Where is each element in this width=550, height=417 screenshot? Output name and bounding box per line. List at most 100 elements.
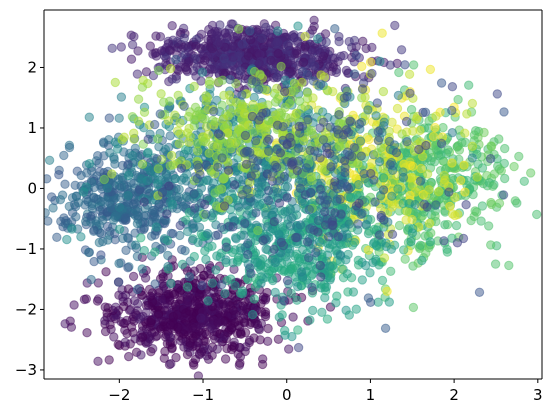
scatter-point: [390, 20, 400, 31]
scatter-point: [257, 33, 267, 44]
scatter-point: [264, 146, 274, 157]
scatter-point: [14, 207, 22, 215]
scatter-point: [306, 172, 316, 182]
scatter-point: [132, 251, 143, 262]
scatter-point: [160, 346, 170, 357]
scatter-point: [255, 69, 265, 79]
scatter-point: [218, 299, 228, 309]
scatter-point: [255, 200, 265, 210]
scatter-point: [293, 325, 303, 335]
scatter-point: [258, 235, 268, 246]
scatter-point: [393, 90, 404, 101]
scatter-point: [190, 203, 200, 213]
scatter-point: [219, 201, 230, 211]
scatter-point: [131, 240, 141, 250]
scatter-point: [304, 204, 314, 215]
scatter-point: [289, 86, 299, 96]
scatter-point: [174, 192, 184, 202]
scatter-point: [129, 31, 139, 42]
scatter-point: [484, 221, 494, 231]
scatter-point: [93, 151, 103, 161]
scatter-point: [237, 190, 248, 200]
scatter-point: [118, 233, 128, 244]
scatter-point: [416, 163, 426, 174]
scatter-point: [89, 182, 100, 193]
scatter-point: [349, 69, 360, 79]
scatter-point: [228, 41, 238, 51]
scatter-point: [124, 351, 134, 362]
scatter-point: [82, 328, 92, 338]
scatter-point: [321, 37, 331, 47]
scatter-point: [270, 257, 280, 268]
scatter-point: [226, 108, 236, 118]
scatter-point: [150, 119, 160, 130]
scatter-point: [358, 78, 369, 88]
scatter-point: [396, 45, 407, 55]
scatter-point: [211, 30, 222, 40]
scatter-point: [494, 164, 505, 174]
scatter-point: [407, 172, 417, 183]
scatter-point: [270, 97, 281, 107]
scatter-point: [424, 218, 435, 229]
scatter-point: [134, 314, 144, 324]
scatter-point: [322, 195, 333, 205]
scatter-point: [406, 236, 416, 247]
scatter-point: [254, 58, 264, 69]
scatter-point: [263, 186, 274, 196]
scatter-point: [114, 258, 124, 269]
scatter-point: [114, 224, 125, 235]
scatter-point: [133, 94, 144, 104]
scatter-point: [368, 257, 378, 268]
scatter-point: [378, 185, 389, 195]
scatter-point: [345, 116, 355, 126]
scatter-point: [207, 350, 217, 360]
scatter-point: [316, 272, 326, 282]
scatter-point: [302, 93, 313, 104]
scatter-point: [26, 149, 34, 157]
scatter-point: [299, 136, 309, 146]
scatter-point: [197, 109, 207, 120]
scatter-point: [334, 110, 344, 120]
scatter-point: [163, 289, 174, 299]
scatter-point: [453, 94, 463, 105]
scatter-point: [102, 183, 113, 193]
x-tick-label: −1: [192, 386, 214, 404]
scatter-point: [330, 53, 340, 63]
scatter-point: [451, 220, 462, 231]
scatter-point: [364, 134, 374, 145]
scatter-point: [166, 359, 176, 369]
scatter-point: [357, 275, 367, 285]
scatter-point: [247, 309, 258, 320]
scatter-point: [430, 122, 440, 133]
scatter-point: [113, 277, 124, 287]
scatter-point: [249, 127, 259, 137]
scatter-point: [402, 137, 412, 147]
scatter-point: [114, 113, 124, 123]
scatter-point: [420, 191, 431, 201]
scatter-point: [399, 159, 409, 169]
scatter-point: [207, 278, 218, 288]
scatter-point: [386, 244, 397, 255]
scatter-point: [110, 77, 121, 88]
scatter-point: [318, 117, 329, 127]
scatter-point: [165, 63, 176, 74]
scatter-point: [79, 294, 90, 305]
scatter-point: [137, 264, 147, 274]
scatter-point: [211, 292, 221, 302]
scatter-point: [214, 185, 224, 195]
scatter-point: [320, 29, 331, 39]
scatter-point: [179, 33, 190, 43]
scatter-point: [171, 74, 182, 84]
scatter-point: [189, 115, 199, 125]
scatter-point: [280, 75, 290, 86]
scatter-point: [351, 50, 361, 61]
scatter-point: [191, 322, 201, 333]
scatter-point: [52, 232, 62, 243]
scatter-point: [442, 244, 452, 255]
scatter-point: [398, 172, 409, 183]
scatter-point: [394, 67, 404, 78]
scatter-point: [335, 194, 345, 205]
scatter-point: [151, 222, 162, 232]
scatter-point: [387, 229, 398, 240]
scatter-point: [316, 70, 326, 80]
